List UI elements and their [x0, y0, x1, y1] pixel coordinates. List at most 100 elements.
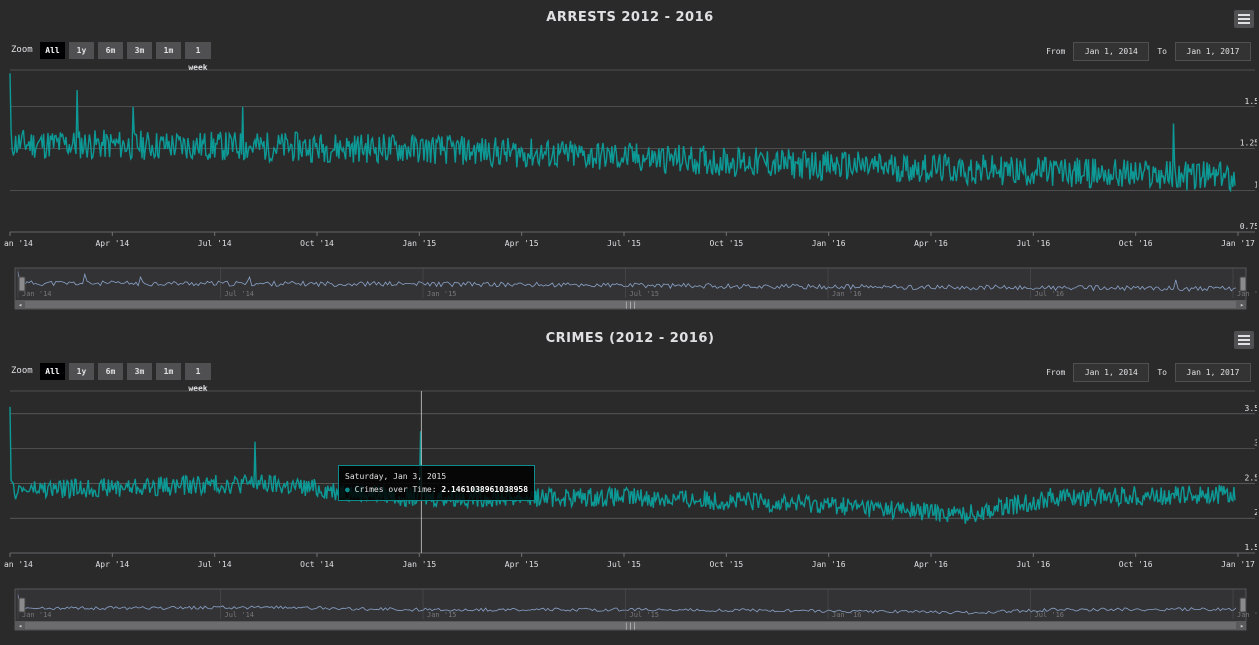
scroll-right-icon[interactable]: ▸ [1240, 301, 1244, 309]
navigator-series [17, 271, 1237, 292]
navigator-series [17, 594, 1237, 615]
chart-menu-button[interactable] [1234, 331, 1254, 349]
navigator-tick-label: Jan '14 [22, 611, 52, 619]
navigator-handle[interactable] [18, 276, 26, 292]
from-date-input[interactable]: Jan 1, 2014 [1073, 42, 1150, 61]
crimes-chart: CRIMES (2012 - 2016) Zoom All 1y 6m 3m 1… [3, 324, 1257, 642]
navigator-handle[interactable] [1239, 276, 1247, 292]
y-tick-label: 0.75 [1240, 222, 1257, 231]
navigator-tick-label: Jan '17 [1237, 290, 1257, 298]
x-tick-label: Jul '14 [198, 239, 232, 248]
tooltip-value: 2.1461038961038958 [441, 485, 529, 494]
navigator-tick-label: Jan '16 [832, 611, 862, 619]
navigator-tick-label: Jul '16 [1035, 290, 1065, 298]
zoom-6m-button[interactable]: 6m [98, 42, 123, 59]
series-line [9, 406, 1236, 524]
from-label: From [1046, 368, 1066, 377]
zoom-6m-button[interactable]: 6m [98, 363, 123, 380]
zoom-1week-button[interactable]: 1 week [185, 363, 211, 393]
scroll-left-icon[interactable]: ◂ [18, 301, 22, 309]
to-label: To [1157, 368, 1167, 377]
scroll-left-icon[interactable]: ◂ [18, 622, 22, 630]
navigator-tick-label: Jul '16 [1035, 611, 1065, 619]
scrollbar-grip-icon: ||| [624, 301, 637, 309]
x-tick-label: Apr '14 [95, 239, 129, 248]
zoom-all-button[interactable]: All [40, 363, 65, 380]
x-tick-label: Jan '16 [812, 239, 846, 248]
zoom-3m-button[interactable]: 3m [127, 42, 152, 59]
x-tick-label: Jul '15 [607, 239, 641, 248]
x-tick-label: Apr '15 [505, 560, 539, 569]
navigator-tick-label: Jan '17 [1237, 611, 1257, 619]
zoom-1m-button[interactable]: 1m [156, 363, 181, 380]
from-date-input[interactable]: Jan 1, 2014 [1073, 363, 1150, 382]
y-tick-label: 1 [1254, 180, 1257, 189]
x-tick-label: Apr '15 [505, 239, 539, 248]
hamburger-icon [1238, 14, 1250, 16]
scrollbar-grip-icon: ||| [624, 622, 637, 630]
zoom-label: Zoom [11, 366, 33, 376]
to-label: To [1157, 47, 1167, 56]
y-tick-label: 1.25 [1240, 139, 1257, 148]
date-range-selector: From Jan 1, 2014 To Jan 1, 2017 [1046, 42, 1251, 61]
navigator-tick-label: Jul '14 [225, 611, 255, 619]
x-tick-label: Jan '15 [402, 560, 436, 569]
zoom-1week-button[interactable]: 1 week [185, 42, 211, 72]
x-tick-label: Jan '15 [402, 239, 436, 248]
zoom-1y-button[interactable]: 1y [69, 363, 94, 380]
x-tick-label: Jan '16 [812, 560, 846, 569]
arrests-plot: 0.75 1 1.25 1.5 Jan '14 Apr '14 Jul '14 Oct '14… [3, 69, 1257, 310]
navigator-tick-label: Jan '15 [427, 290, 457, 298]
to-date-input[interactable]: Jan 1, 2017 [1175, 363, 1251, 382]
x-tick-label: Jul '16 [1016, 239, 1050, 248]
tooltip-series: Crimes over Time [354, 485, 432, 494]
x-tick-label: Jan '14 [3, 560, 33, 569]
tooltip-date: Saturday, Jan 3, 2015 [345, 472, 447, 481]
data-tooltip: Saturday, Jan 3, 2015 ● Crimes over Time… [338, 465, 536, 501]
series-line [9, 73, 1236, 193]
scroll-right-icon[interactable]: ▸ [1240, 622, 1244, 630]
date-range-selector: From Jan 1, 2014 To Jan 1, 2017 [1046, 363, 1251, 382]
chart-title: CRIMES (2012 - 2016) [545, 331, 715, 346]
x-tick-label: Apr '14 [95, 560, 129, 569]
navigator-tick-label: Jan '16 [832, 290, 862, 298]
y-tick-label: 3.5 [1245, 404, 1257, 413]
x-tick-label: Jul '16 [1016, 560, 1050, 569]
x-tick-label: Oct '15 [709, 239, 743, 248]
zoom-buttons: All 1y 6m 3m 1m 1 week [40, 42, 211, 72]
y-tick-label: 1.5 [1245, 543, 1257, 552]
zoom-all-button[interactable]: All [40, 42, 65, 59]
x-tick-label: Oct '15 [709, 560, 743, 569]
x-tick-label: Oct '14 [300, 239, 334, 248]
scrollbar-thumb[interactable] [25, 301, 1236, 308]
zoom-buttons: All 1y 6m 3m 1m 1 week [40, 363, 211, 393]
navigator-tick-label: Jul '15 [630, 611, 660, 619]
navigator-tick-label: Jul '15 [630, 290, 660, 298]
navigator-tick-label: Jan '14 [22, 290, 52, 298]
zoom-1m-button[interactable]: 1m [156, 42, 181, 59]
y-tick-label: 3 [1254, 439, 1257, 448]
navigator-tick-label: Jan '15 [427, 611, 457, 619]
hamburger-icon [1238, 335, 1250, 337]
zoom-1y-button[interactable]: 1y [69, 42, 94, 59]
navigator-tick-label: Jul '14 [225, 290, 255, 298]
x-tick-label: Jan '17 [1221, 239, 1255, 248]
to-date-input[interactable]: Jan 1, 2017 [1175, 42, 1251, 61]
zoom-label: Zoom [11, 45, 33, 55]
scrollbar-thumb[interactable] [25, 622, 1236, 629]
x-tick-label: Jul '15 [607, 560, 641, 569]
y-tick-label: 2.5 [1245, 473, 1257, 482]
chart-menu-button[interactable] [1234, 10, 1254, 28]
from-label: From [1046, 47, 1066, 56]
navigator-handle[interactable] [18, 597, 26, 613]
y-tick-label: 2 [1254, 508, 1257, 517]
zoom-3m-button[interactable]: 3m [127, 363, 152, 380]
series-dot-icon: ● [345, 485, 350, 494]
x-tick-label: Jan '14 [3, 239, 33, 248]
y-tick-label: 1.5 [1245, 97, 1257, 106]
x-tick-label: Apr '16 [914, 239, 948, 248]
crimes-plot: 1.5 2 2.5 3 3.5 Jan '14 Apr '14 Jul '14 Oct '14 J… [3, 390, 1257, 631]
x-tick-label: Apr '16 [914, 560, 948, 569]
x-tick-label: Oct '16 [1119, 560, 1153, 569]
navigator-handle[interactable] [1239, 597, 1247, 613]
